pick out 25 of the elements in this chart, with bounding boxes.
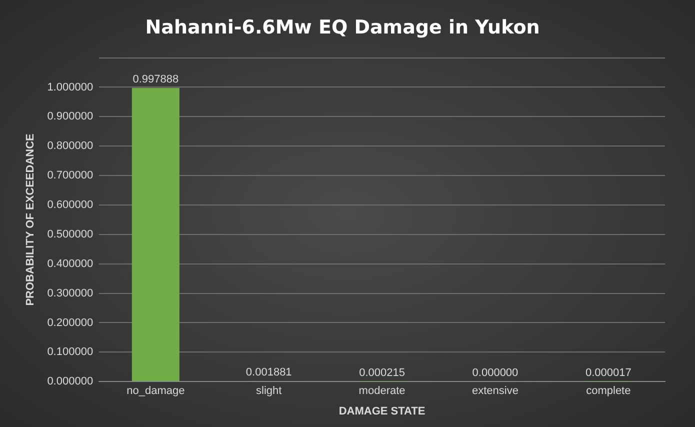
x-tick-label: no_damage bbox=[126, 385, 185, 398]
y-tick-label: 0.800000 bbox=[47, 140, 94, 152]
data-label: 0.000215 bbox=[359, 367, 405, 380]
data-label: 0.001881 bbox=[246, 366, 292, 379]
y-axis-title: PROBABILITY OF EXCEEDANCE bbox=[24, 134, 37, 306]
x-tick-label: slight bbox=[256, 385, 282, 398]
y-tick-label: 0.500000 bbox=[47, 228, 94, 240]
y-tick-label: 0.300000 bbox=[47, 287, 94, 300]
y-tick-label: 0.200000 bbox=[47, 316, 94, 329]
x-axis-title: DAMAGE STATE bbox=[338, 405, 426, 418]
x-tick-label: moderate bbox=[358, 385, 406, 398]
data-label: 0.000017 bbox=[585, 367, 632, 380]
data-label: 0.997888 bbox=[132, 73, 179, 86]
data-label: 0.000000 bbox=[472, 367, 518, 380]
bar bbox=[132, 88, 180, 382]
x-tick-label: extensive bbox=[472, 385, 518, 398]
y-tick-label: 0.100000 bbox=[47, 346, 94, 358]
y-tick-label: 0.000000 bbox=[47, 376, 94, 388]
chart-title: Nahanni-6.6Mw EQ Damage in Yukon bbox=[145, 16, 540, 38]
y-tick-label: 1.000000 bbox=[47, 81, 94, 94]
y-tick-label: 0.700000 bbox=[47, 170, 94, 182]
y-tick-label: 0.900000 bbox=[47, 110, 94, 123]
x-tick-label: complete bbox=[586, 385, 631, 398]
y-tick-label: 0.600000 bbox=[47, 199, 94, 212]
y-tick-label: 0.400000 bbox=[47, 258, 94, 270]
